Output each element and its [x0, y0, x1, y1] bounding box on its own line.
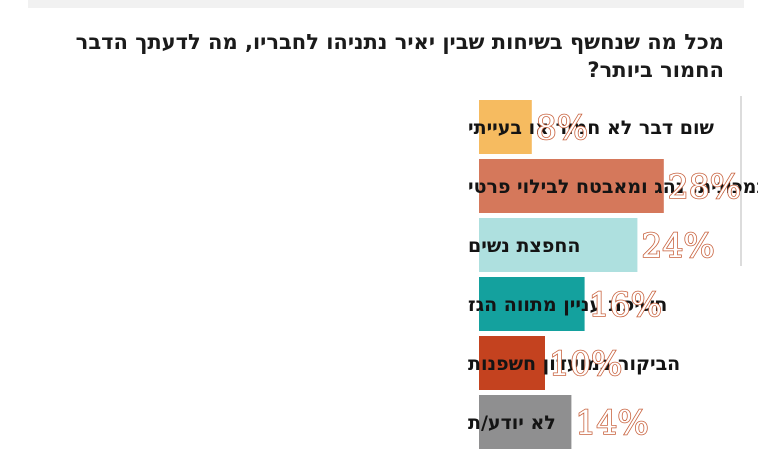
category-label: החפצת נשים	[468, 235, 580, 257]
value-label: 10%	[549, 344, 622, 383]
bar-row: לא יודע/ת 14%	[468, 395, 650, 449]
bar	[479, 218, 638, 272]
value-label: 16%	[589, 285, 662, 324]
bar	[479, 277, 585, 331]
value-label: 8%	[536, 108, 588, 147]
category-label: חשיפת עניין מתווה הגז	[468, 294, 667, 316]
bar	[479, 159, 664, 213]
side-divider	[740, 96, 742, 266]
category-label: הביקור במועדון חשפנות	[468, 353, 680, 375]
category-label: שימוש במכונית, נהג ומאבטח לבילוי פרטי	[468, 176, 758, 198]
bar	[479, 100, 532, 154]
value-label: 28%	[668, 167, 741, 206]
bar	[479, 336, 545, 390]
category-label: שום דבר לא חמור או בעייתי	[468, 117, 714, 139]
value-label: 14%	[575, 403, 648, 442]
top-strip	[28, 0, 744, 8]
category-label: לא יודע/ת	[468, 412, 556, 434]
bar	[479, 395, 572, 449]
bar-row: החפצת נשים 24%	[468, 218, 716, 272]
chart-title: מכל מה שנחשף בשיחות שבין יאיר נתניהו לחב…	[75, 30, 724, 82]
value-label: 24%	[641, 226, 714, 265]
